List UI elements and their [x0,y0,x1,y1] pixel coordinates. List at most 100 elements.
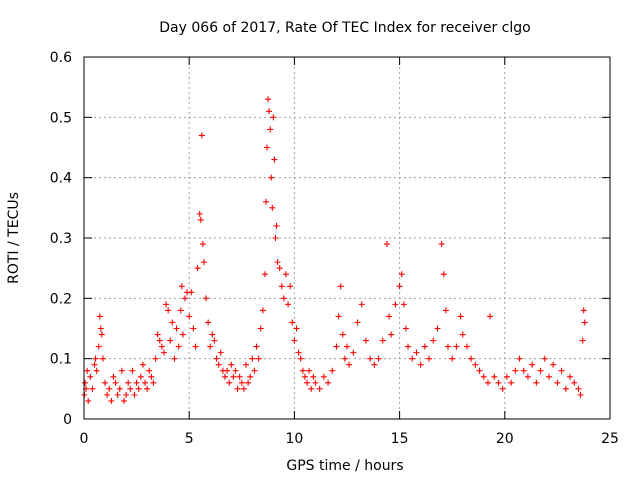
data-point [512,367,519,374]
data-point [405,343,412,350]
data-point [388,331,395,338]
data-point [129,367,136,374]
data-point [457,313,464,320]
data-point [487,313,494,320]
data-point [148,373,155,380]
data-point [386,313,393,320]
data-point [278,283,285,290]
data-point [190,325,197,332]
data-point [156,337,163,344]
data-point [209,331,216,338]
data-point [293,325,300,332]
data-point [453,343,460,350]
data-point [580,307,587,314]
data-point [264,144,271,151]
data-point [84,367,91,374]
data-point [259,307,266,314]
data-point [362,337,369,344]
x-tick-label: 15 [391,431,409,447]
data-point [529,361,536,368]
data-point [310,373,317,380]
data-point [93,367,100,374]
x-tick-label: 20 [496,431,514,447]
data-point [173,325,180,332]
data-point [276,265,283,272]
data-point [291,337,298,344]
data-point [434,325,441,332]
data-point [287,283,294,290]
data-point [213,355,220,362]
data-point [295,349,302,356]
data-point [271,156,278,163]
data-point [444,343,451,350]
data-point [131,391,138,398]
data-point [266,108,273,115]
data-point [270,114,277,121]
data-point [417,361,424,368]
data-point [400,301,407,308]
y-tick-label: 0.6 [50,50,72,66]
data-point [579,337,586,344]
data-point [234,385,241,392]
data-points [81,96,588,404]
data-point [491,373,498,380]
data-point [299,367,306,374]
data-point [440,271,447,278]
data-point [581,319,588,326]
data-point [367,355,374,362]
data-point [537,367,544,374]
data-point [320,373,327,380]
data-point [108,397,115,404]
data-point [459,331,466,338]
data-point [171,355,178,362]
data-point [463,343,470,350]
data-point [247,373,254,380]
data-point [192,343,199,350]
data-point [178,283,185,290]
data-point [371,361,378,368]
data-point [577,391,584,398]
data-point [197,216,204,223]
data-point [306,367,313,374]
data-point [329,367,336,374]
y-tick-labels: 0 0.1 0.2 0.3 0.4 0.5 0.6 [50,50,72,428]
data-point [383,241,390,248]
data-point [468,355,475,362]
data-point [240,385,247,392]
data-point [114,391,121,398]
data-point [144,385,151,392]
data-point [217,349,224,356]
data-point [125,379,132,386]
data-point [179,331,186,338]
data-point [268,174,275,181]
data-point [297,355,304,362]
data-point [146,367,153,374]
data-point [123,391,130,398]
data-point [245,379,252,386]
data-point [442,307,449,314]
data-point [253,343,260,350]
data-point [426,355,433,362]
data-point [520,367,527,374]
data-point [267,126,274,133]
data-point [312,379,319,386]
x-tick-label: 10 [285,431,303,447]
data-point [316,385,323,392]
data-point [550,361,557,368]
data-point [257,325,264,332]
data-point [438,241,445,248]
data-point [238,379,245,386]
data-point [499,385,506,392]
data-point [480,373,487,380]
data-point [265,96,272,103]
data-point [484,379,491,386]
data-point [339,331,346,338]
data-point [118,367,125,374]
data-point [533,379,540,386]
data-point [262,198,269,205]
data-point [228,361,235,368]
data-point [199,241,206,248]
data-point [203,295,210,302]
data-point [251,367,258,374]
data-point [154,331,161,338]
